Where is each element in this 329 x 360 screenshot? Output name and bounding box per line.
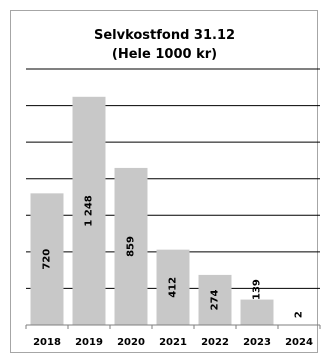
bar-2021 [156, 249, 190, 325]
value-label-2019: 1 248 [84, 195, 95, 226]
bar-2023 [240, 299, 274, 325]
value-label-2022: 274 [210, 289, 221, 310]
bar-2022 [198, 274, 232, 325]
category-label-2023: 2023 [243, 337, 271, 348]
category-label-2019: 2019 [75, 337, 103, 348]
category-label-2020: 2020 [117, 337, 145, 348]
value-label-2024: 2 [294, 311, 305, 318]
chart-title: Selvkostfond 31.12 [93, 28, 236, 43]
bar-2020 [114, 167, 148, 325]
category-label-2021: 2021 [159, 337, 187, 348]
value-label-2020: 859 [126, 236, 137, 257]
chart-subtitle: (Hele 1000 kr) [111, 47, 218, 62]
value-label-2023: 139 [252, 279, 263, 300]
value-label-2021: 412 [168, 277, 179, 298]
category-label-2024: 2024 [285, 337, 313, 348]
value-label-2018: 720 [42, 249, 53, 270]
bar-2018 [30, 193, 64, 325]
category-label-2018: 2018 [33, 337, 61, 348]
bar-2019 [72, 96, 106, 326]
category-label-2022: 2022 [201, 337, 229, 348]
